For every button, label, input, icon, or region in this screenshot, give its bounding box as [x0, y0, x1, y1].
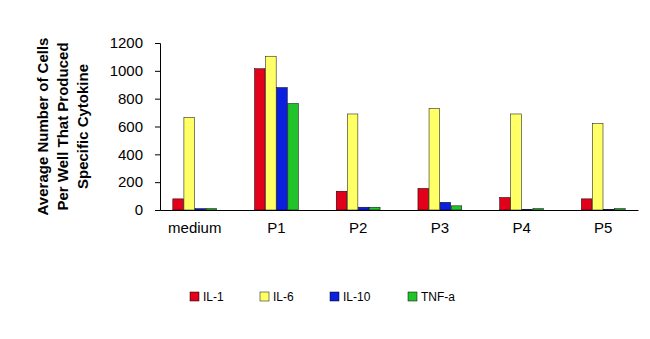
- legend-swatch: [190, 292, 199, 301]
- tick-mark: [155, 71, 160, 72]
- tick-label: P2: [349, 219, 367, 236]
- bar: [451, 206, 462, 210]
- tick-label: P5: [594, 219, 612, 236]
- bar: [173, 199, 184, 210]
- legend-item: IL-10: [330, 290, 371, 304]
- tick: 600: [118, 118, 160, 135]
- tick: P3: [431, 219, 449, 236]
- chart: 0 200 400 600 800 1000 1200 medium P1 P2 P3 P4 P5 Ave…: [0, 0, 650, 339]
- bar: [615, 209, 626, 210]
- tick-label: 1000: [110, 62, 143, 79]
- bar: [581, 199, 592, 210]
- bar: [522, 209, 533, 210]
- tick: medium: [168, 219, 221, 236]
- legend: IL-1 IL-6 IL-10 TNF-a: [190, 290, 455, 304]
- legend-label: TNF-a: [421, 290, 455, 304]
- axis-title: Average Number of Cells: [34, 38, 51, 216]
- bar: [266, 56, 277, 210]
- bar: [370, 207, 381, 210]
- tick: 800: [118, 90, 160, 107]
- legend-label: IL-1: [203, 290, 224, 304]
- y-axis: 0 200 400 600 800 1000 1200: [110, 34, 161, 218]
- legend-label: IL-10: [343, 290, 371, 304]
- bar: [184, 117, 195, 210]
- bar: [592, 124, 603, 210]
- bar: [347, 114, 358, 210]
- tick: 400: [118, 146, 160, 163]
- tick-mark: [155, 210, 160, 211]
- tick: P2: [349, 219, 367, 236]
- tick-mark: [155, 127, 160, 128]
- tick: 1000: [110, 62, 160, 79]
- bar: [195, 209, 206, 210]
- tick-label: 400: [118, 146, 143, 163]
- bar: [604, 209, 615, 210]
- tick-label: P1: [267, 219, 285, 236]
- bar: [440, 202, 451, 210]
- legend-swatch: [330, 292, 339, 301]
- bar: [206, 209, 217, 210]
- legend-swatch: [408, 292, 417, 301]
- tick-label: 0: [135, 201, 143, 218]
- legend-label: IL-6: [273, 290, 294, 304]
- tick-mark: [155, 154, 160, 155]
- tick: 200: [118, 173, 160, 190]
- plot: 0 200 400 600 800 1000 1200 medium P1 P2 P3 P4 P5: [110, 34, 639, 235]
- tick-label: P3: [431, 219, 449, 236]
- tick-mark: [155, 43, 160, 44]
- bar: [533, 209, 544, 210]
- legend-item: IL-6: [260, 290, 294, 304]
- legend-item: IL-1: [190, 290, 224, 304]
- axis-line: [161, 210, 639, 211]
- tick-mark: [155, 99, 160, 100]
- axis-title: Specific Cytokine: [74, 64, 91, 189]
- bar: [358, 207, 369, 210]
- tick: 1200: [110, 34, 160, 51]
- axis-title: Per Well That Produced: [54, 42, 71, 210]
- tick: 0: [135, 201, 160, 218]
- x-axis: medium P1 P2 P3 P4 P5: [161, 211, 639, 236]
- legend-swatch: [260, 292, 269, 301]
- axis-line: [155, 44, 161, 211]
- bar: [255, 69, 266, 210]
- tick-label: medium: [168, 219, 221, 236]
- bar: [500, 197, 511, 210]
- tick-label: 1200: [110, 34, 143, 51]
- tick: P4: [512, 219, 530, 236]
- tick-label: P4: [512, 219, 530, 236]
- bars: [173, 56, 625, 210]
- legend-item: TNF-a: [408, 290, 455, 304]
- bar: [511, 114, 522, 210]
- bar: [429, 108, 440, 210]
- tick-label: 200: [118, 173, 143, 190]
- tick-mark: [155, 182, 160, 183]
- tick-label: 800: [118, 90, 143, 107]
- tick: P1: [267, 219, 285, 236]
- tick-label: 600: [118, 118, 143, 135]
- bar: [277, 88, 288, 210]
- tick: P5: [594, 219, 612, 236]
- bar: [336, 191, 347, 210]
- bar: [418, 188, 429, 210]
- bar: [288, 104, 299, 210]
